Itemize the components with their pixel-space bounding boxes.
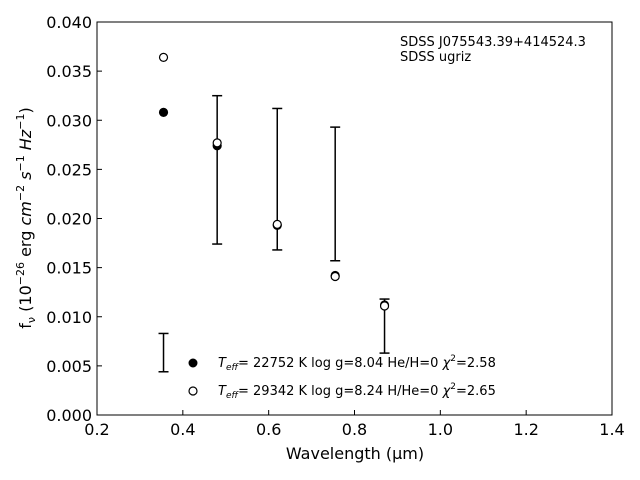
model-point-open [272, 219, 282, 229]
error-bars [158, 94, 390, 373]
y-tick-label: 0.030 [46, 111, 92, 130]
x-tick-label: 1.2 [513, 420, 538, 439]
y-tick-label: 0.010 [46, 308, 92, 327]
legend-label-open: Teff= 29342 K log g=8.24 H/He=0 χ2=2.65 [218, 382, 496, 401]
y-tick-label: 0.035 [46, 62, 92, 81]
model-point-open [379, 301, 390, 311]
y-axis-title: fν (10−26 erg cm−2 s−1 Hz−1) [14, 107, 38, 328]
filter-set-annotation: SDSS ugriz [400, 50, 471, 65]
y-tick-label: 0.020 [46, 210, 92, 229]
x-axis-title: Wavelength (μm) [286, 444, 424, 463]
x-tick-label: 0.4 [170, 420, 195, 439]
data-points [158, 52, 390, 311]
x-tick-label: 1.0 [428, 420, 453, 439]
x-tick-label: 0.8 [342, 420, 367, 439]
y-tick-label: 0.025 [46, 160, 92, 179]
model-point-filled [158, 107, 169, 117]
legend-marker-filled [188, 358, 198, 368]
legend: Teff= 22752 K log g=8.04 He/H=0 χ2=2.58 … [188, 354, 496, 401]
y-tick-label: 0.040 [46, 13, 92, 32]
axis-ticks: 0.2 0.4 0.6 0.8 1.0 1.2 1.4 0.000 0.005 0.010 0.01… [46, 13, 625, 439]
legend-marker-open [188, 386, 198, 396]
y-tick-label: 0.015 [46, 259, 92, 278]
x-tick-label: 0.6 [256, 420, 281, 439]
x-tick-label: 0.2 [84, 420, 109, 439]
model-point-open [212, 138, 222, 148]
x-tick-label: 1.4 [599, 420, 624, 439]
y-tick-label: 0.005 [46, 357, 92, 376]
y-tick-label: 0.000 [46, 406, 92, 425]
model-point-open [158, 52, 169, 62]
legend-label-filled: Teff= 22752 K log g=8.04 He/H=0 χ2=2.58 [218, 354, 496, 373]
model-point-open [330, 271, 340, 282]
object-name-annotation: SDSS J075543.39+414524.3 [400, 35, 586, 50]
